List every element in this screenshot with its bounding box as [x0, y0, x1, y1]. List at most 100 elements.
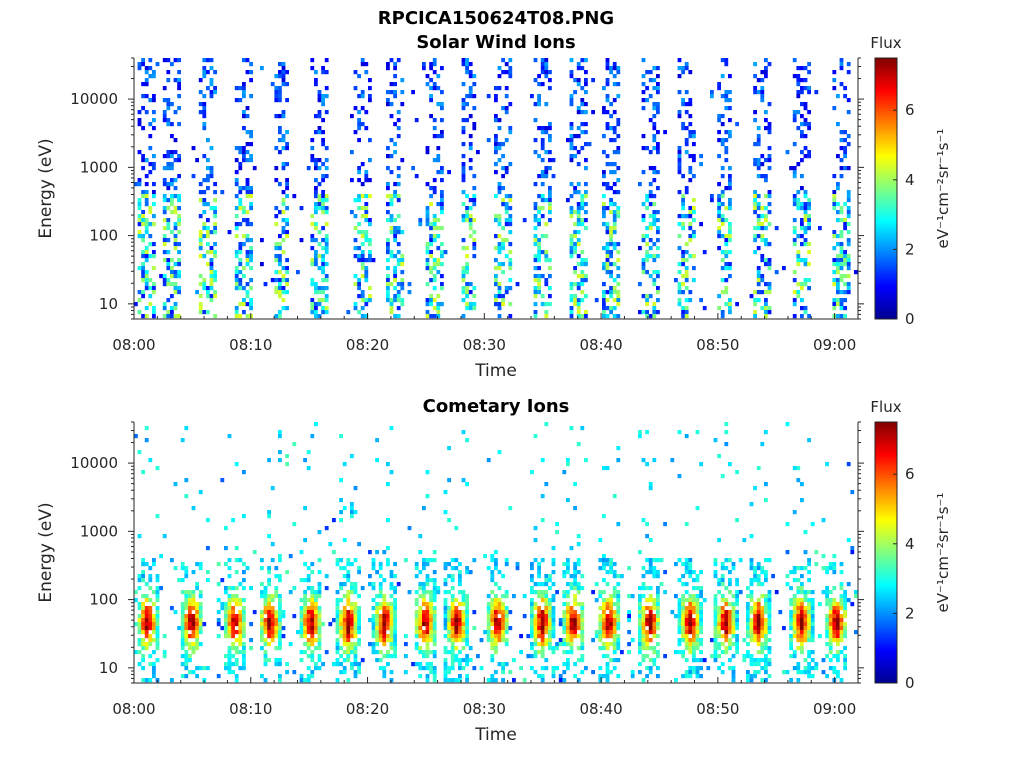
heatmap-cell: [317, 198, 322, 203]
heatmap-cell: [652, 650, 657, 655]
heatmap-cell: [134, 434, 138, 439]
heatmap-cell: [562, 574, 567, 579]
heatmap-cell: [641, 582, 646, 587]
heatmap-cell: [238, 250, 243, 255]
heatmap-cell: [540, 206, 545, 211]
heatmap-cell: [839, 254, 844, 259]
heatmap-cell: [206, 166, 210, 171]
y-tick-label: 10: [99, 295, 118, 313]
heatmap-cell: [288, 554, 293, 559]
heatmap-cell: [184, 570, 189, 575]
heatmap-cell: [386, 546, 390, 551]
heatmap-cell: [429, 666, 433, 671]
heatmap-cell: [209, 246, 214, 251]
heatmap-cell: [756, 622, 761, 627]
heatmap-cell: [432, 262, 437, 267]
heatmap-cell: [843, 262, 847, 267]
heatmap-cell: [443, 678, 448, 683]
heatmap-cell: [411, 662, 415, 667]
heatmap-cell: [191, 626, 196, 631]
heatmap-cell: [465, 70, 469, 75]
heatmap-cell: [602, 642, 606, 647]
heatmap-cell: [616, 82, 621, 87]
heatmap-cell: [641, 58, 646, 63]
heatmap-cell: [378, 562, 383, 567]
heatmap-cell: [807, 86, 811, 91]
heatmap-cell: [756, 614, 761, 619]
heatmap-cell: [234, 158, 239, 163]
heatmap-cell: [490, 642, 495, 647]
heatmap-cell: [195, 666, 199, 671]
heatmap-cell: [378, 638, 383, 643]
heatmap-cell: [386, 250, 390, 255]
heatmap-cell: [800, 566, 804, 571]
heatmap-cell: [137, 650, 142, 655]
heatmap-cell: [551, 626, 556, 631]
heatmap-cell: [497, 570, 502, 575]
heatmap-cell: [303, 630, 307, 635]
heatmap-cell: [756, 234, 761, 239]
heatmap-cell: [756, 78, 761, 83]
heatmap-cell: [717, 86, 721, 91]
heatmap-cell: [551, 622, 556, 627]
heatmap-cell: [854, 270, 858, 275]
heatmap-cell: [198, 610, 203, 615]
heatmap-cell: [357, 594, 361, 599]
heatmap-cell: [508, 506, 513, 511]
heatmap-cell: [537, 274, 541, 279]
heatmap-cell: [173, 234, 178, 239]
heatmap-cell: [753, 570, 757, 575]
heatmap-cell: [717, 578, 721, 583]
heatmap-cell: [321, 246, 325, 251]
heatmap-cell: [584, 314, 588, 319]
heatmap-cell: [249, 62, 253, 67]
heatmap-cell: [184, 638, 189, 643]
heatmap-cell: [465, 678, 469, 683]
heatmap-cell: [641, 106, 646, 111]
heatmap-cell: [681, 174, 685, 179]
heatmap-cell: [141, 82, 145, 87]
heatmap-cell: [486, 138, 491, 143]
heatmap-cell: [652, 570, 657, 575]
heatmap-cell: [278, 658, 282, 663]
heatmap-cell: [504, 610, 509, 615]
heatmap-cell: [710, 198, 714, 203]
heatmap-cell: [591, 590, 595, 595]
heatmap-cell: [432, 190, 437, 195]
heatmap-cell: [425, 258, 430, 263]
heatmap-cell: [544, 62, 549, 67]
heatmap-cell: [386, 194, 390, 199]
heatmap-cell: [764, 298, 768, 303]
heatmap-cell: [324, 94, 329, 99]
heatmap-cell: [609, 626, 613, 631]
heatmap-cell: [234, 266, 239, 271]
heatmap-cell: [494, 246, 498, 251]
heatmap-cell: [605, 246, 610, 251]
heatmap-cell: [717, 218, 721, 223]
heatmap-cell: [198, 490, 203, 495]
heatmap-cell: [184, 626, 189, 631]
heatmap-cell: [540, 70, 545, 75]
heatmap-cell: [357, 206, 361, 211]
heatmap-cell: [278, 262, 282, 267]
heatmap-cell: [249, 134, 253, 139]
heatmap-cell: [227, 618, 232, 623]
heatmap-cell: [278, 286, 282, 291]
heatmap-cell: [357, 662, 361, 667]
heatmap-cell: [224, 590, 228, 595]
heatmap-cell: [317, 590, 322, 595]
heatmap-cell: [846, 230, 851, 235]
heatmap-cell: [605, 582, 610, 587]
heatmap-cell: [144, 230, 149, 235]
heatmap-cell: [580, 646, 585, 651]
heatmap-cell: [555, 522, 559, 527]
heatmap-cell: [310, 626, 315, 631]
heatmap-cell: [749, 578, 754, 583]
heatmap-cell: [310, 658, 315, 663]
heatmap-cell: [692, 218, 696, 223]
heatmap-cell: [245, 158, 250, 163]
heatmap-cell: [728, 626, 732, 631]
heatmap-cell: [285, 670, 289, 675]
heatmap-cell: [382, 670, 387, 675]
heatmap-cell: [807, 218, 811, 223]
